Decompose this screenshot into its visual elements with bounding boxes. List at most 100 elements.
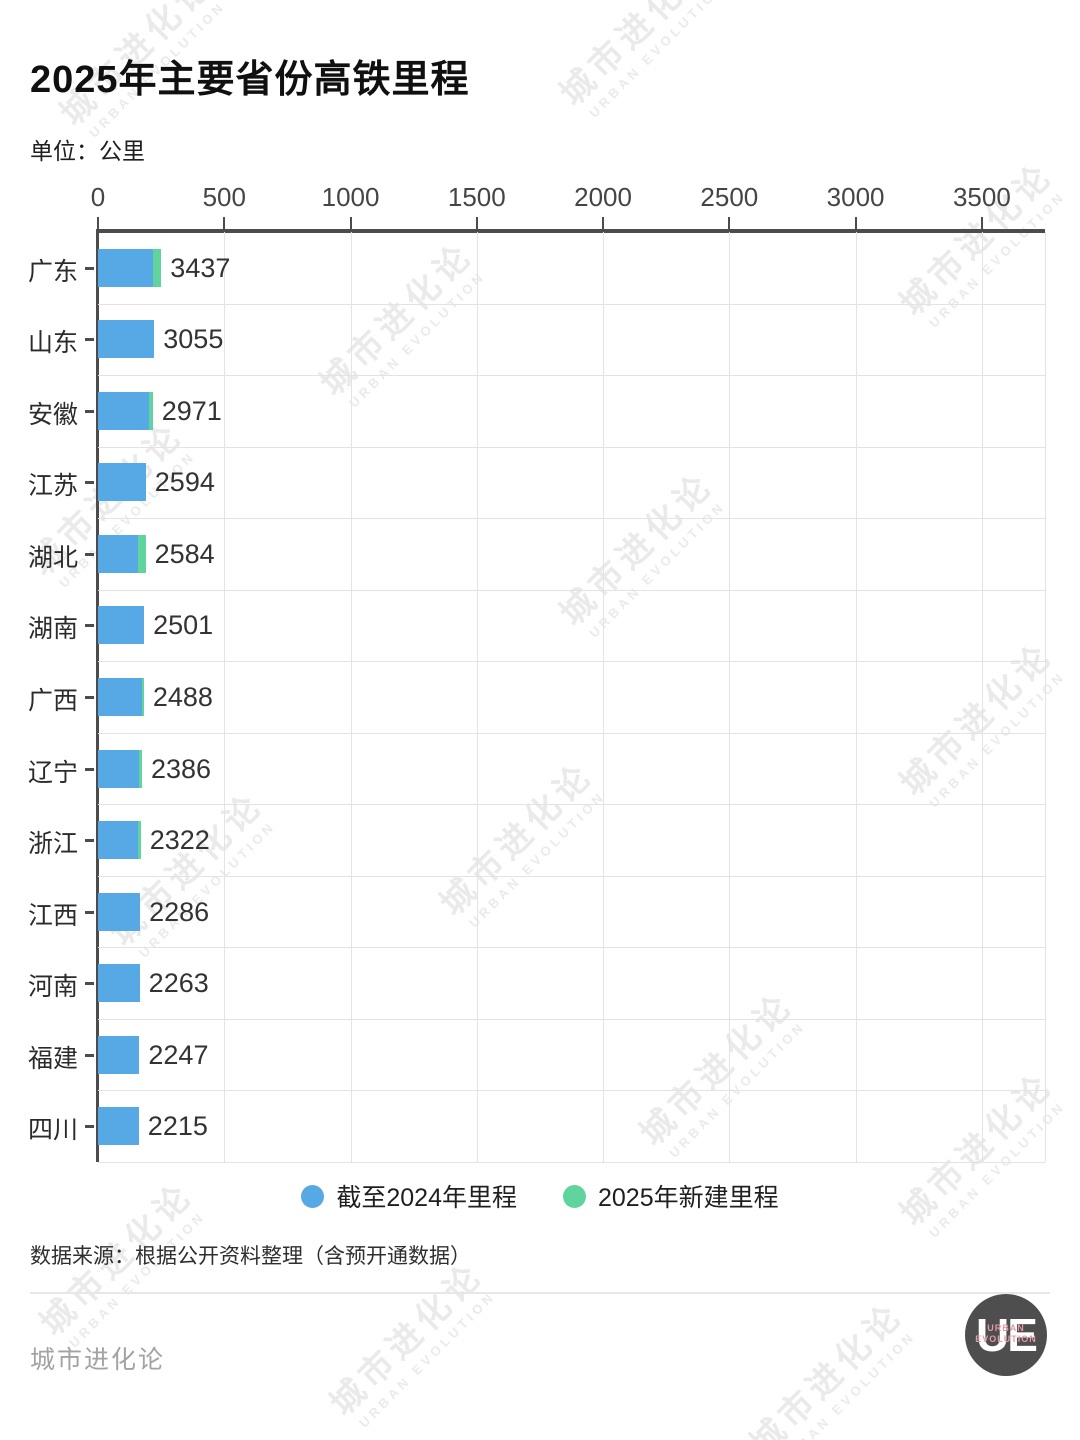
logo-subtext-line1: URBAN bbox=[987, 1323, 1025, 1333]
category-label: 四川 bbox=[27, 1116, 78, 1145]
y-gridline bbox=[98, 303, 1045, 305]
y-tick-mark bbox=[85, 338, 94, 342]
bar-track: 3437 bbox=[98, 248, 230, 287]
bar-track: 2322 bbox=[98, 821, 210, 860]
bar-segment-2024 bbox=[98, 964, 140, 1003]
logo-subtext-line2: EVOLUTION bbox=[975, 1334, 1037, 1344]
bar-value-label: 2501 bbox=[153, 610, 214, 641]
bar-value-label: 2215 bbox=[147, 1111, 208, 1142]
x-tick-mark bbox=[475, 217, 478, 229]
bar-row: 四川 2215 bbox=[28, 1090, 1045, 1162]
bar-row: 福建 2247 bbox=[28, 1019, 1045, 1091]
bar-value-label: 2971 bbox=[161, 395, 222, 426]
bar-segment-2024 bbox=[98, 892, 141, 931]
bar-segment-2024 bbox=[98, 677, 143, 716]
x-gridline bbox=[855, 232, 857, 1162]
y-gridline bbox=[98, 804, 1045, 806]
x-tick-label: 0 bbox=[90, 182, 106, 212]
category-label: 江西 bbox=[27, 901, 78, 930]
bar-value-label: 3055 bbox=[163, 324, 224, 355]
bar-value-label: 2386 bbox=[150, 753, 212, 784]
x-tick-label: 2500 bbox=[700, 182, 759, 212]
y-gridline bbox=[98, 1090, 1045, 1092]
y-tick-mark bbox=[85, 624, 94, 628]
chart-legend: 截至2024年里程 2025年新建里程 bbox=[0, 1178, 1080, 1214]
x-gridline bbox=[603, 232, 605, 1162]
x-gridline bbox=[476, 232, 478, 1162]
bar-track: 2488 bbox=[98, 677, 213, 716]
bar-segment-2024 bbox=[98, 391, 150, 430]
bar-segment-2024 bbox=[98, 248, 154, 287]
x-tick-mark bbox=[349, 217, 352, 229]
x-tick-label: 500 bbox=[202, 182, 246, 212]
y-tick-mark bbox=[85, 982, 94, 986]
y-tick-mark bbox=[85, 481, 94, 485]
bar-row: 江苏 2594 bbox=[28, 447, 1045, 519]
x-tick-mark bbox=[97, 217, 99, 229]
y-tick-mark bbox=[85, 552, 94, 556]
bar-row: 安徽 2971 bbox=[28, 375, 1045, 447]
y-tick-mark bbox=[85, 695, 94, 699]
x-axis-line bbox=[98, 229, 1045, 233]
x-tick-mark bbox=[602, 217, 605, 229]
y-tick-mark bbox=[85, 1125, 94, 1129]
x-gridline bbox=[224, 232, 226, 1162]
x-tick-mark bbox=[728, 217, 731, 229]
plot-area: 0 500 1000 1500 2000 2500 3000 3500 广东 3437 山东 3055… bbox=[28, 182, 1046, 1163]
bar-value-label: 2263 bbox=[148, 968, 209, 999]
bar-track: 2247 bbox=[98, 1035, 208, 1074]
logo-letters: UE bbox=[976, 1309, 1038, 1361]
bar-segment-2024 bbox=[98, 749, 139, 788]
bar-segment-2025-new bbox=[149, 391, 153, 430]
bar-row: 山东 3055 bbox=[28, 304, 1045, 376]
bar-segment-2025-new bbox=[142, 677, 144, 716]
brand-logo-icon: UE URBAN EVOLUTION bbox=[965, 1294, 1047, 1376]
category-label: 福建 bbox=[27, 1044, 78, 1073]
bar-segment-2024 bbox=[98, 320, 155, 359]
bar-track: 2501 bbox=[98, 606, 213, 645]
category-label: 辽宁 bbox=[27, 758, 78, 787]
y-gridline bbox=[98, 1018, 1045, 1020]
bar-value-label: 2286 bbox=[149, 896, 210, 927]
category-label: 江苏 bbox=[27, 472, 78, 501]
x-gridline bbox=[350, 232, 352, 1162]
y-gridline bbox=[98, 732, 1045, 734]
y-tick-mark bbox=[85, 409, 94, 413]
x-tick-label: 3000 bbox=[826, 182, 885, 212]
bar-value-label: 3437 bbox=[170, 252, 231, 283]
legend-label-2025: 2025年新建里程 bbox=[598, 1184, 779, 1212]
legend-label-2024: 截至2024年里程 bbox=[336, 1184, 517, 1212]
x-tick-label: 1500 bbox=[447, 182, 506, 212]
bar-track: 2263 bbox=[98, 964, 209, 1003]
x-tick-mark bbox=[223, 217, 226, 229]
category-label: 广西 bbox=[27, 686, 78, 715]
bar-row: 浙江 2322 bbox=[28, 804, 1045, 876]
category-label: 山东 bbox=[27, 329, 78, 358]
y-tick-mark bbox=[85, 910, 94, 914]
category-label: 广东 bbox=[27, 257, 78, 286]
y-tick-mark bbox=[85, 839, 94, 843]
x-tick-label: 1000 bbox=[321, 182, 380, 212]
legend-dot-green-icon bbox=[563, 1184, 586, 1208]
y-gridline bbox=[98, 446, 1045, 448]
bar-segment-2025-new bbox=[137, 534, 146, 573]
category-label: 湖北 bbox=[27, 543, 78, 572]
y-gridline bbox=[98, 375, 1045, 377]
x-gridline bbox=[981, 232, 983, 1162]
bar-track: 2286 bbox=[98, 892, 209, 931]
bar-track: 2584 bbox=[98, 534, 215, 573]
bar-track: 2594 bbox=[98, 463, 215, 502]
bar-segment-2024 bbox=[98, 534, 138, 573]
unit-label: 单位：公里 bbox=[30, 138, 145, 164]
bar-segment-2024 bbox=[98, 1107, 139, 1146]
legend-item-2024: 截至2024年里程 bbox=[301, 1178, 517, 1214]
bar-row: 广东 3437 bbox=[28, 232, 1045, 304]
bar-track: 2971 bbox=[98, 391, 222, 430]
x-tick-label: 3500 bbox=[952, 182, 1011, 212]
bar-segment-2024 bbox=[98, 463, 146, 502]
legend-item-2025: 2025年新建里程 bbox=[563, 1178, 779, 1214]
bar-row: 湖南 2501 bbox=[28, 590, 1045, 662]
bar-value-label: 2594 bbox=[154, 467, 215, 498]
bar-segment-2024 bbox=[98, 606, 145, 645]
